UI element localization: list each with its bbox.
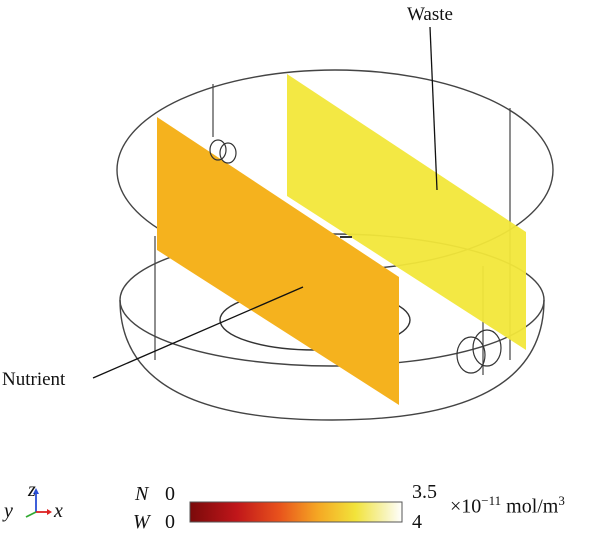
unit-exponent: 3 <box>558 493 565 508</box>
port-left <box>219 142 237 164</box>
waste-plane <box>287 74 526 350</box>
scale-prefix: ×10 <box>450 495 482 518</box>
bottom-disk-front <box>119 299 545 421</box>
port-right <box>472 329 502 367</box>
axis-label-x: x <box>54 500 63 522</box>
colorbar <box>189 501 403 523</box>
colorbar-unit: ×10−11 mol/m3 <box>450 493 565 519</box>
nutrient-label: Nutrient <box>2 369 66 390</box>
axis-label-y: y <box>4 500 13 522</box>
waste-leader-line <box>429 26 438 191</box>
colorbar-row2-symbol: W <box>133 511 150 533</box>
nutrient-leader-line <box>92 286 304 379</box>
unit-text: mol/m <box>506 495 559 518</box>
nutrient-plane <box>157 117 399 405</box>
colorbar-row2-max: 4 <box>412 511 422 533</box>
port-right <box>456 336 486 374</box>
waste-label: Waste <box>407 4 453 25</box>
axis-triad <box>25 488 52 518</box>
colorbar-row2-min: 0 <box>165 511 175 533</box>
scale-exponent: −11 <box>481 493 502 508</box>
axis-label-z: z <box>28 479 36 501</box>
colorbar-row1-symbol: N <box>135 483 149 505</box>
colorbar-row1-min: 0 <box>165 483 175 505</box>
port-left <box>209 139 227 161</box>
colorbar-row1-max: 3.5 <box>412 481 437 503</box>
